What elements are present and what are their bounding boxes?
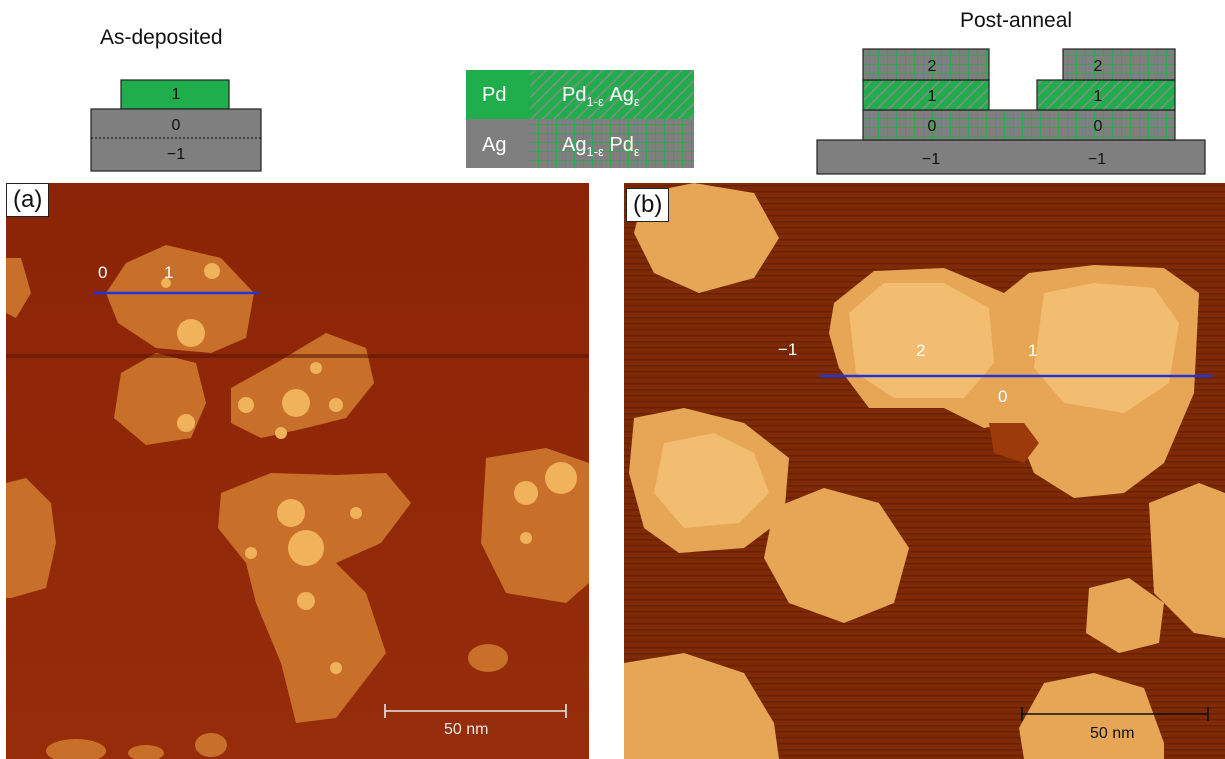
legend-ag-label: Ag bbox=[482, 134, 507, 156]
scalebar-b bbox=[1021, 707, 1209, 721]
panel-a-profile-label-0: 0 bbox=[98, 263, 108, 282]
scalebar-a bbox=[384, 704, 567, 718]
post-anneal-left-layer-2: 2 bbox=[927, 58, 937, 75]
panel-a-scalebar-label: 50 nm bbox=[444, 721, 489, 738]
post-anneal-right-layer-0: 0 bbox=[1093, 118, 1103, 135]
composition-legend bbox=[466, 70, 694, 168]
post-anneal-right-layer-minus1: −1 bbox=[1087, 151, 1107, 168]
panel-b-scalebar-label: 50 nm bbox=[1090, 725, 1135, 742]
legend-pd-label: Pd bbox=[482, 84, 507, 106]
post-anneal-left-layer-0: 0 bbox=[927, 118, 937, 135]
post-anneal-right-layer-2: 2 bbox=[1093, 58, 1103, 75]
panel-a-profile-label-1: 1 bbox=[164, 263, 174, 282]
panel-b-profile-label-2: 2 bbox=[916, 341, 926, 360]
as-deposited-layer-1: 1 bbox=[171, 86, 181, 103]
panel-b-tag: (b) bbox=[626, 188, 670, 222]
panel-b-profile-label-minus1: −1 bbox=[778, 340, 798, 359]
legend-ag-alloy-label: Ag1-ε Pdε bbox=[562, 134, 640, 159]
post-anneal-schematic bbox=[816, 48, 1206, 175]
stm-image-b: (b) −1 2 1 0 50 nm bbox=[624, 183, 1225, 759]
post-anneal-right-layer-1: 1 bbox=[1093, 88, 1103, 105]
as-deposited-layer-minus1: −1 bbox=[166, 146, 186, 163]
post-anneal-left-layer-1: 1 bbox=[927, 88, 937, 105]
post-anneal-left-layer-minus1: −1 bbox=[921, 151, 941, 168]
as-deposited-schematic bbox=[90, 79, 262, 172]
panel-a-tag: (a) bbox=[6, 183, 50, 217]
legend-pd-alloy-label: Pd1-ε Agε bbox=[562, 84, 640, 109]
as-deposited-layer-0: 0 bbox=[171, 117, 181, 134]
panel-b-profile-label-0: 0 bbox=[998, 387, 1008, 406]
as-deposited-title: As-deposited bbox=[100, 26, 223, 49]
stm-image-a: (a) 0 1 50 nm bbox=[6, 183, 589, 759]
post-anneal-title: Post-anneal bbox=[960, 9, 1073, 32]
panel-b-profile-label-1: 1 bbox=[1028, 341, 1038, 360]
